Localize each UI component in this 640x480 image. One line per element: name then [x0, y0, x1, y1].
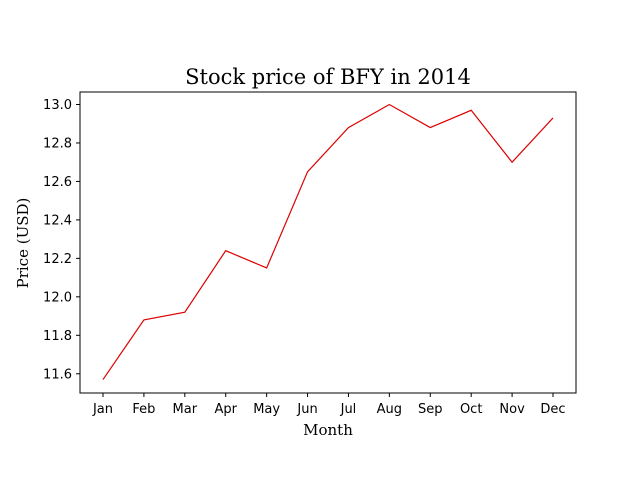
y-tick-label: 12.0 [43, 290, 72, 305]
x-tick-label: Mar [173, 402, 198, 417]
x-tick-label: Jul [340, 402, 357, 417]
y-tick-label: 11.8 [43, 329, 72, 344]
y-tick-label: 12.6 [43, 175, 72, 190]
x-tick-label: Oct [460, 402, 482, 417]
y-tick-label: 12.2 [43, 252, 72, 267]
series-line [102, 103, 554, 380]
x-tick-label: May [253, 402, 280, 417]
y-tick-label: 13.0 [43, 98, 72, 113]
y-axis: 11.6 11.8 12.0 12.2 12.4 12.6 12.8 13.0 [43, 98, 80, 382]
chart-title: Stock price of BFY in 2014 [185, 65, 471, 89]
x-tick-label: Sep [418, 402, 443, 417]
x-tick-label: Aug [377, 402, 402, 417]
y-tick-label: 12.8 [43, 136, 72, 151]
x-tick-label: Feb [132, 402, 155, 417]
x-tick-label: Nov [499, 402, 525, 417]
x-tick-label: Jan [92, 402, 113, 417]
x-axis: Jan Feb Mar Apr May Jun Jul Aug Sep Oct Nov Dec [92, 393, 566, 417]
series-group [102, 103, 554, 380]
y-axis-label: Price (USD) [14, 198, 32, 289]
y-tick-label: 11.6 [43, 367, 72, 382]
x-tick-label: Jun [296, 402, 317, 417]
plot-frame [79, 91, 577, 394]
x-tick-label: Apr [214, 402, 237, 417]
x-axis-label: Month [303, 421, 353, 439]
y-tick-label: 12.4 [43, 213, 72, 228]
x-tick-label: Dec [540, 402, 565, 417]
